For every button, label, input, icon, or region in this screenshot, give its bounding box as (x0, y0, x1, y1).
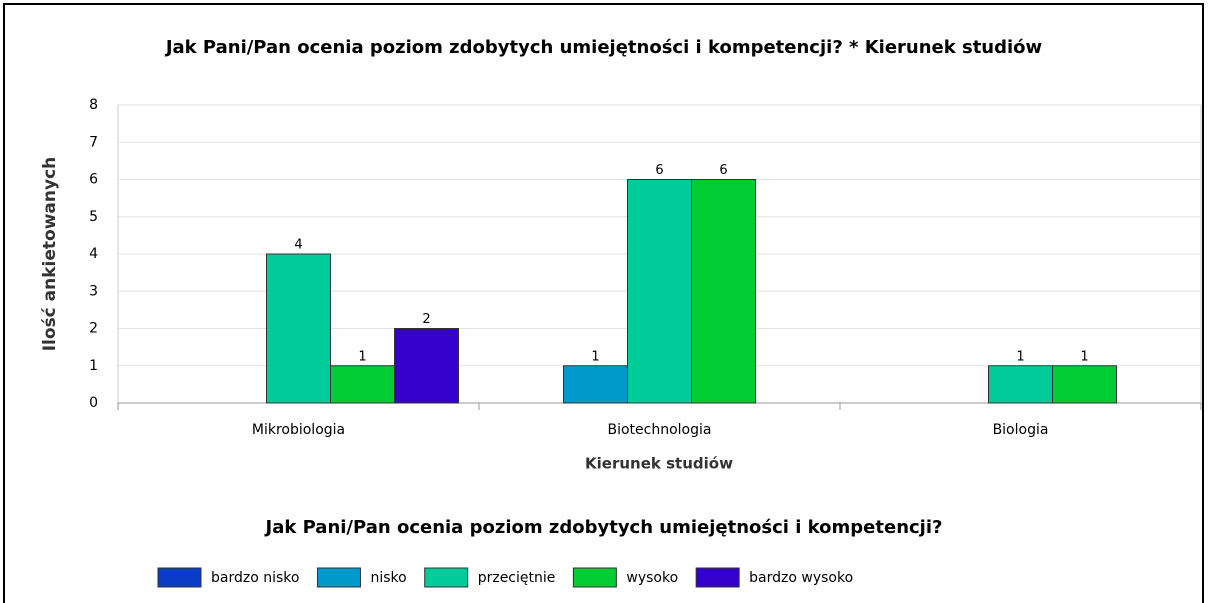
bar (330, 365, 395, 404)
bar (691, 179, 756, 404)
legend-label: wysoko (626, 570, 678, 586)
x-tick-label: Biotechnologia (608, 422, 712, 438)
data-label: 6 (719, 163, 727, 178)
legend-title: Jak Pani/Pan ocenia poziom zdobytych umi… (264, 517, 943, 538)
y-tick-label: 7 (89, 134, 98, 150)
data-label: 1 (358, 349, 366, 364)
legend-swatch (424, 567, 469, 588)
data-label: 2 (422, 312, 430, 327)
data-label: 6 (655, 163, 663, 178)
legend-swatch (572, 567, 617, 588)
bar (394, 328, 459, 404)
bar (1052, 365, 1117, 404)
data-label: 1 (1016, 349, 1024, 364)
y-tick-label: 2 (89, 321, 98, 337)
x-tick-label: Biologia (993, 422, 1049, 438)
bar (563, 365, 628, 404)
y-tick-label: 3 (89, 283, 98, 299)
legend-label: przeciętnie (478, 570, 556, 586)
x-axis-label: Kierunek studiów (585, 455, 733, 473)
y-tick-label: 5 (89, 209, 98, 225)
legend-label: nisko (370, 570, 406, 586)
data-label: 1 (1080, 349, 1088, 364)
bar (627, 179, 692, 404)
data-label: 1 (591, 349, 599, 364)
legend-swatch (316, 567, 361, 588)
legend-swatch (695, 567, 740, 588)
y-axis-label: Ilość ankietowanych (40, 157, 60, 352)
y-tick-label: 0 (89, 395, 98, 411)
bar (266, 253, 331, 404)
y-tick-label: 6 (89, 172, 98, 188)
x-tick-label: Mikrobiologia (252, 422, 345, 438)
data-label: 4 (294, 238, 302, 253)
legend-label: bardzo wysoko (749, 570, 853, 586)
chart-title: Jak Pani/Pan ocenia poziom zdobytych umi… (164, 37, 1042, 58)
legend-swatch (157, 567, 202, 588)
y-tick-label: 1 (89, 358, 98, 374)
y-tick-label: 4 (89, 246, 98, 262)
legend-label: bardzo nisko (211, 570, 299, 586)
y-tick-label: 8 (89, 97, 98, 113)
bar (988, 365, 1053, 404)
